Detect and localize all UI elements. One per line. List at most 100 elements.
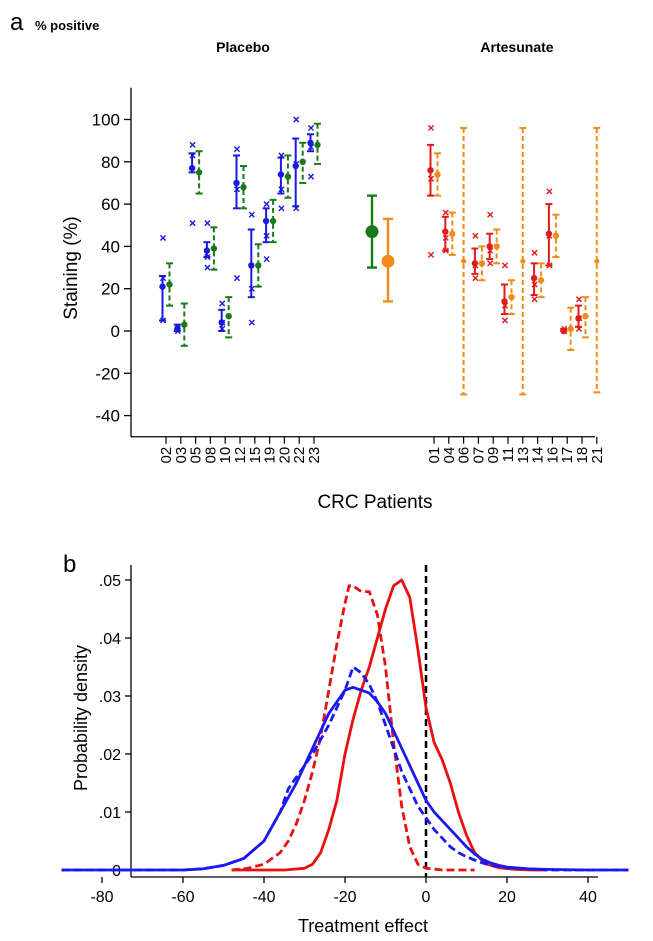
placebo-group-model-mean xyxy=(381,254,395,268)
placebo-point-22 xyxy=(293,116,300,123)
placebo-point-08 xyxy=(204,264,211,271)
panel-a-letter: a xyxy=(10,9,24,36)
group-title-artesunate: Artesunate xyxy=(480,39,553,55)
panel-a-xlabel: CRC Patients xyxy=(317,492,432,513)
x-tick-label: -60 xyxy=(171,889,194,906)
x-tick-label: 06 xyxy=(456,447,473,464)
artesunate-model-mean-16 xyxy=(552,232,560,240)
panel-b-chart: 0 .01 .02 .03 .04 .05 -80 -60 -40 -20 0 20 40 xyxy=(61,565,629,906)
artesunate-measured-mean-01 xyxy=(427,167,434,174)
artesunate-model-mean-14 xyxy=(537,277,545,284)
placebo-model-mean-19 xyxy=(269,217,277,225)
artesunate-point-09 xyxy=(487,260,494,267)
artesunate-point-14 xyxy=(531,296,538,303)
placebo-point-08 xyxy=(204,220,211,227)
x-tick-label: 21 xyxy=(589,447,606,464)
artesunate-point-14 xyxy=(531,249,538,256)
placebo-measured-mean-08 xyxy=(203,247,211,254)
artesunate-point-14 xyxy=(531,281,538,288)
y-tick-label: .03 xyxy=(99,689,121,706)
artesunate-measured-mean-16 xyxy=(545,230,553,237)
x-tick-label: 12 xyxy=(232,447,249,464)
panel-b-xlabel: Treatment effect xyxy=(298,916,428,936)
density-curve-blue-dashed xyxy=(61,665,629,872)
placebo-point-05 xyxy=(189,141,196,148)
y-tick-label: .02 xyxy=(99,747,121,764)
y-tick-label: .04 xyxy=(99,631,121,648)
artesunate-point-07 xyxy=(472,275,479,282)
placebo-point-22 xyxy=(293,205,300,212)
artesunate-point-04 xyxy=(442,209,449,216)
placebo-model-mean-10 xyxy=(225,312,232,320)
x-tick-label: 13 xyxy=(515,447,532,464)
y-tick-label: 0 xyxy=(111,322,120,341)
artesunate-measured-mean-07 xyxy=(471,260,479,267)
placebo-measured-mean-15 xyxy=(248,262,255,269)
x-tick-label: 40 xyxy=(579,889,597,906)
artesunate-model-mean-07 xyxy=(478,260,486,267)
artesunate-point-01 xyxy=(427,175,435,182)
placebo-point-10 xyxy=(219,300,226,307)
placebo-model-mean-08 xyxy=(210,245,218,252)
placebo-model-mean-02 xyxy=(166,281,173,288)
artesunate-point-16 xyxy=(546,262,553,269)
artesunate-point-16 xyxy=(546,188,553,195)
artesunate-model-mean-18 xyxy=(582,312,589,320)
y-tick-label: -20 xyxy=(95,364,120,383)
placebo-model-mean-23 xyxy=(314,141,321,149)
x-tick-label: 20 xyxy=(498,889,516,906)
placebo-point-10 xyxy=(219,325,226,332)
density-curve-red-solid xyxy=(231,578,548,872)
placebo-measured-mean-20 xyxy=(277,171,285,178)
x-tick-label: 08 xyxy=(202,447,219,464)
group-title-placebo: Placebo xyxy=(216,39,270,55)
artesunate-model-mean-04 xyxy=(449,230,456,237)
x-tick-label: 05 xyxy=(188,447,205,464)
x-tick-label: 09 xyxy=(485,447,502,464)
artesunate-model-mean-17 xyxy=(567,325,574,333)
panel-b-ylabel: Probability density xyxy=(71,645,91,791)
placebo-point-08 xyxy=(204,253,211,261)
x-tick-label: -80 xyxy=(90,889,113,906)
artesunate-point-18 xyxy=(575,296,583,303)
x-tick-label: 18 xyxy=(574,447,591,464)
placebo-point-20 xyxy=(278,186,285,193)
placebo-point-23 xyxy=(307,124,315,132)
placebo-point-02 xyxy=(159,317,167,324)
placebo-model-mean-15 xyxy=(255,262,262,269)
artesunate-measured-mean-17 xyxy=(560,327,567,335)
x-tick-label: 22 xyxy=(291,447,308,464)
artesunate-measured-mean-14 xyxy=(530,274,538,282)
x-tick-label: 02 xyxy=(158,447,175,464)
x-tick-label: 11 xyxy=(500,447,517,463)
placebo-point-19 xyxy=(263,255,270,263)
x-tick-label: 14 xyxy=(530,447,547,464)
x-tick-label: 01 xyxy=(426,447,443,464)
artesunate-measured-mean-04 xyxy=(442,228,449,235)
y-tick-label: 40 xyxy=(101,237,120,256)
artesunate-point-01 xyxy=(427,251,435,258)
placebo-model-mean-05 xyxy=(195,169,203,176)
artesunate-model-mean-11 xyxy=(508,293,515,301)
placebo-model-mean-20 xyxy=(284,173,292,180)
placebo-measured-mean-05 xyxy=(188,164,196,172)
placebo-point-12 xyxy=(233,275,241,282)
y-tick-label: 20 xyxy=(101,280,120,299)
placebo-measured-mean-03 xyxy=(174,325,181,333)
placebo-measured-mean-10 xyxy=(218,319,225,326)
density-curve-blue-solid xyxy=(61,685,629,872)
x-tick-label: 07 xyxy=(470,447,487,464)
x-tick-label: 23 xyxy=(306,447,323,464)
placebo-point-15 xyxy=(248,285,255,292)
x-tick-label: 15 xyxy=(247,447,264,464)
density-curve-red-dashed xyxy=(231,584,475,872)
placebo-point-05 xyxy=(189,152,196,159)
placebo-point-15 xyxy=(248,319,255,326)
placebo-model-mean-03 xyxy=(181,321,188,328)
panel-a-ylabel: Staining (%) xyxy=(61,216,82,320)
placebo-measured-mean-02 xyxy=(159,283,166,290)
placebo-point-02 xyxy=(159,275,167,282)
placebo-point-20 xyxy=(278,205,285,212)
artesunate-point-04 xyxy=(442,247,449,254)
